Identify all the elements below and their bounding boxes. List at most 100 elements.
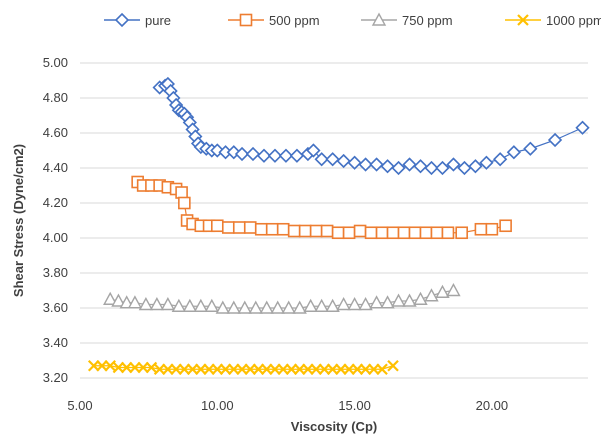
data-point (227, 363, 240, 376)
data-point (402, 293, 417, 307)
x-stroke (252, 363, 265, 376)
data-point (162, 363, 174, 376)
data-point (408, 226, 422, 240)
data-point (178, 196, 191, 210)
data-point (375, 226, 389, 240)
data-point (120, 361, 133, 374)
x-stroke (335, 363, 347, 376)
series-750-ppm (103, 283, 461, 314)
data-point (269, 363, 281, 376)
data-point (402, 157, 417, 172)
x-stroke (227, 363, 240, 376)
x-axis-ticks: 5.00 10.00 15.00 20.00 (67, 398, 508, 413)
data-point (387, 359, 399, 372)
data-point (391, 160, 406, 176)
legend: pure 500 ppm 750 ppm 1000 ppm (104, 12, 601, 28)
data-point (170, 363, 182, 376)
legend-label: pure (145, 13, 171, 28)
data-point (424, 160, 439, 176)
legend-item-500-ppm: 500 ppm (228, 13, 320, 28)
x-stroke (186, 363, 199, 376)
data-point (204, 298, 219, 312)
data-point (309, 224, 323, 238)
x-stroke (178, 363, 191, 376)
data-point (419, 226, 433, 240)
data-point (256, 148, 272, 163)
data-point (485, 222, 499, 236)
data-point (193, 298, 209, 312)
data-point (474, 222, 488, 236)
data-point (358, 297, 373, 311)
x-stroke (269, 363, 281, 376)
x-stroke (96, 359, 108, 372)
series-layer (87, 76, 590, 376)
data-point (244, 363, 257, 376)
data-point (171, 298, 187, 312)
data-point (364, 226, 378, 240)
data-point (492, 152, 508, 167)
data-point (455, 226, 468, 240)
data-point (318, 363, 331, 376)
x-tick-label: 10.00 (201, 398, 234, 413)
x-stroke (112, 361, 125, 374)
data-point (96, 359, 108, 372)
data-point (237, 300, 252, 314)
data-point (386, 226, 400, 240)
data-point (287, 224, 301, 238)
data-point (137, 361, 149, 374)
data-point (575, 120, 590, 135)
data-point (219, 363, 232, 376)
data-point (248, 300, 263, 314)
data-point (441, 226, 455, 240)
x-stroke (326, 363, 339, 376)
data-point (292, 300, 307, 314)
y-tick-label: 4.80 (43, 90, 68, 105)
data-point (103, 291, 118, 305)
data-point (221, 221, 235, 234)
data-point (245, 146, 261, 162)
data-point (254, 222, 268, 236)
data-point (267, 148, 283, 163)
data-point (376, 363, 388, 376)
series-500-ppm (131, 175, 512, 240)
data-point (343, 363, 355, 376)
data-point (547, 132, 563, 148)
y-tick-label: 4.60 (43, 125, 68, 140)
legend-label: 750 ppm (402, 13, 453, 28)
x-stroke (203, 363, 215, 376)
data-point (413, 291, 428, 305)
series-1000-ppm (87, 359, 399, 376)
data-point (351, 363, 364, 376)
x-stroke (236, 363, 248, 376)
y-tick-label: 3.80 (43, 265, 68, 280)
x-stroke (302, 363, 314, 376)
x-stroke (343, 363, 355, 376)
data-point (368, 363, 380, 376)
data-point (336, 297, 351, 311)
data-point (281, 300, 296, 314)
x-stroke (260, 363, 273, 376)
data-point (380, 159, 395, 174)
x-stroke (137, 361, 149, 374)
data-point (302, 363, 314, 376)
data-point (160, 297, 176, 311)
data-point (369, 157, 384, 172)
data-point (446, 157, 461, 172)
data-point (234, 146, 250, 162)
series-pure (152, 76, 590, 176)
y-tick-label: 4.20 (43, 195, 68, 210)
data-point (303, 298, 318, 312)
data-point (342, 226, 356, 240)
x-axis-title: Viscosity (Cp) (291, 419, 377, 434)
x-stroke (120, 361, 133, 374)
data-point (259, 300, 274, 314)
data-point (270, 300, 285, 314)
data-point (232, 221, 246, 234)
data-point (424, 288, 439, 302)
data-point (111, 293, 126, 307)
data-point (391, 293, 406, 307)
data-point (457, 160, 472, 176)
data-point (347, 155, 362, 170)
y-tick-label: 3.60 (43, 300, 68, 315)
